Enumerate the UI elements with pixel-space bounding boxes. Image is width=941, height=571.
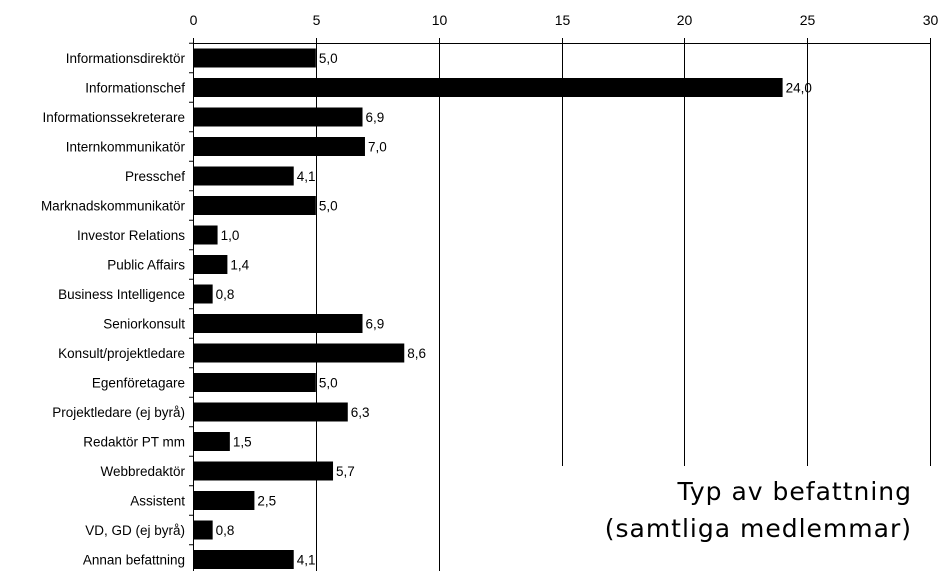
x-tick-labels: 0 5 10 15 20 25 30 bbox=[190, 12, 939, 28]
data-label: 1,5 bbox=[233, 435, 252, 450]
data-label: 1,0 bbox=[221, 228, 240, 243]
bar bbox=[194, 491, 255, 510]
gridlines bbox=[193, 43, 931, 571]
category-label: Webbredaktör bbox=[100, 464, 185, 479]
bars bbox=[194, 48, 783, 569]
bar bbox=[194, 255, 228, 274]
data-label: 0,8 bbox=[216, 523, 235, 538]
data-label: 24,0 bbox=[786, 81, 812, 96]
bar bbox=[194, 402, 348, 422]
data-label: 6,9 bbox=[366, 317, 385, 332]
category-label: VD, GD (ej byrå) bbox=[85, 523, 185, 538]
category-label: Egenföretagare bbox=[92, 376, 185, 391]
category-label: Seniorkonsult bbox=[103, 317, 185, 332]
category-label: Informationschef bbox=[85, 81, 185, 96]
bar bbox=[194, 550, 294, 569]
bar bbox=[194, 196, 316, 215]
bar bbox=[194, 520, 213, 540]
category-label: Investor Relations bbox=[77, 228, 185, 243]
x-axis bbox=[189, 38, 931, 571]
bar bbox=[194, 166, 294, 186]
bar bbox=[194, 432, 230, 451]
category-label: Business Intelligence bbox=[58, 287, 185, 302]
data-labels: 5,024,06,97,04,15,01,01,40,86,98,65,06,3… bbox=[216, 51, 812, 568]
x-tick-label: 10 bbox=[432, 12, 448, 28]
bar bbox=[194, 343, 405, 363]
bar bbox=[194, 314, 363, 333]
x-tick-label: 20 bbox=[677, 12, 693, 28]
bar bbox=[194, 48, 316, 68]
category-label: Presschef bbox=[125, 169, 185, 184]
data-label: 6,9 bbox=[366, 110, 385, 125]
bar bbox=[194, 461, 334, 481]
x-tick-label: 15 bbox=[555, 12, 571, 28]
x-tick-label: 0 bbox=[190, 12, 198, 28]
category-label: Informationsdirektör bbox=[66, 51, 186, 66]
chart-title-line-2: (samtliga medlemmar) bbox=[605, 514, 912, 543]
category-label: Internkommunikatör bbox=[66, 140, 186, 155]
x-tick-label: 30 bbox=[923, 12, 939, 28]
data-label: 2,5 bbox=[257, 494, 276, 509]
data-label: 5,0 bbox=[319, 51, 338, 66]
bar bbox=[194, 284, 213, 304]
bar bbox=[194, 78, 783, 97]
category-label: Projektledare (ej byrå) bbox=[52, 405, 185, 420]
title-background bbox=[562, 466, 934, 571]
bar bbox=[194, 107, 363, 127]
x-tick-label: 25 bbox=[800, 12, 816, 28]
data-label: 0,8 bbox=[216, 287, 235, 302]
category-labels: Informationsdirektör Informationschef Info… bbox=[41, 51, 186, 568]
category-label: Informationssekreterare bbox=[42, 110, 185, 125]
chart-title-box: Typ av befattning (samtliga medlemmar) bbox=[562, 466, 934, 571]
data-label: 7,0 bbox=[368, 140, 387, 155]
data-label: 8,6 bbox=[407, 346, 426, 361]
category-label: Redaktör PT mm bbox=[83, 435, 185, 450]
category-label: Marknadskommunikatör bbox=[41, 199, 186, 214]
data-label: 5,7 bbox=[336, 464, 355, 479]
bar bbox=[194, 225, 218, 245]
bar bbox=[194, 137, 365, 156]
category-label: Annan befattning bbox=[83, 553, 185, 568]
category-label: Assistent bbox=[130, 494, 185, 509]
bar bbox=[194, 373, 316, 392]
data-label: 5,0 bbox=[319, 376, 338, 391]
data-label: 6,3 bbox=[351, 405, 370, 420]
chart-title-line-1: Typ av befattning bbox=[676, 477, 912, 506]
category-label: Public Affairs bbox=[107, 258, 185, 273]
category-label: Konsult/projektledare bbox=[58, 346, 185, 361]
data-label: 1,4 bbox=[230, 258, 249, 273]
x-tick-label: 5 bbox=[313, 12, 321, 28]
data-label: 4,1 bbox=[297, 553, 316, 568]
data-label: 5,0 bbox=[319, 199, 338, 214]
data-label: 4,1 bbox=[297, 169, 316, 184]
